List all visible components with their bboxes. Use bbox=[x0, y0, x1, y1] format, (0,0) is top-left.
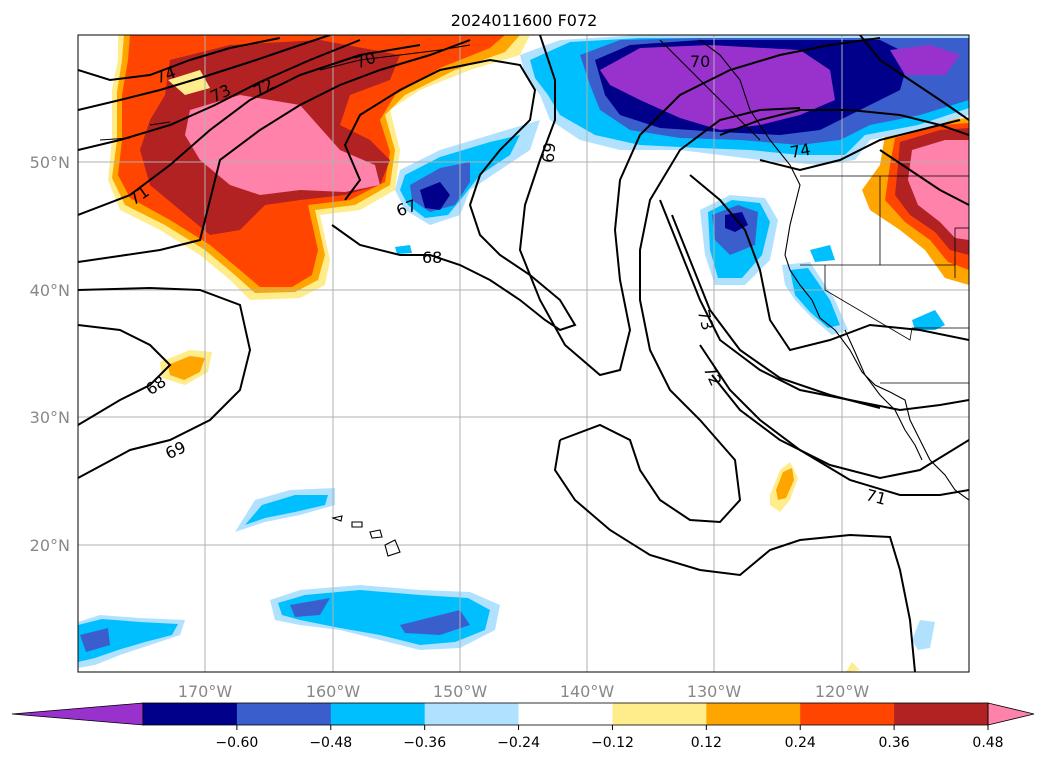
colorbar-tick-label: −0.12 bbox=[591, 735, 634, 751]
map-title: 2024011600 F072 bbox=[451, 11, 598, 30]
colorbar-cell bbox=[894, 703, 989, 725]
lat-label-20n: 20°N bbox=[30, 536, 70, 555]
contour-label-74-east: 74 bbox=[789, 140, 812, 162]
positive-anomaly-northwest bbox=[108, 35, 530, 300]
colorbar: −0.60 −0.48 −0.36 −0.24 −0.12 0.12 0.24 0.36 0.4… bbox=[11, 702, 1035, 751]
colorbar-cell bbox=[800, 703, 895, 725]
contour-label-71-east: 71 bbox=[864, 485, 889, 509]
colorbar-tick-label: 0.36 bbox=[879, 735, 910, 751]
colorbar-cell bbox=[330, 703, 426, 725]
colorbar-cell bbox=[143, 703, 238, 725]
contour-label-70-east: 70 bbox=[690, 52, 710, 71]
lon-label-130w: 130°W bbox=[687, 682, 742, 701]
colorbar-cell bbox=[518, 703, 613, 725]
height-contours bbox=[78, 35, 969, 672]
colorbar-tick-label: −0.36 bbox=[403, 735, 446, 751]
colorbar-tick-label: −0.48 bbox=[309, 735, 352, 751]
lon-label-170w: 170°W bbox=[178, 682, 233, 701]
lat-label-40n: 40°N bbox=[30, 281, 70, 300]
lat-label-30n: 30°N bbox=[30, 408, 70, 427]
map-area bbox=[77, 34, 970, 673]
colorbar-tick-label: 0.12 bbox=[691, 735, 722, 751]
lon-label-160w: 160°W bbox=[306, 682, 361, 701]
latitude-labels: 50°N 40°N 30°N 20°N bbox=[30, 153, 70, 555]
negative-anomaly-california bbox=[700, 195, 945, 650]
longitude-labels: 170°W 160°W 150°W 140°W 130°W 120°W bbox=[178, 682, 870, 701]
lon-label-140w: 140°W bbox=[560, 682, 615, 701]
colorbar-cell bbox=[706, 703, 801, 725]
lon-label-150w: 150°W bbox=[433, 682, 488, 701]
negative-anomaly-tropics bbox=[78, 488, 500, 668]
lat-label-50n: 50°N bbox=[30, 153, 70, 172]
contour-label-73-east: 73 bbox=[694, 308, 718, 333]
contour-label-69-north: 69 bbox=[538, 142, 559, 164]
graticule bbox=[78, 35, 969, 672]
contour-label-68-north: 68 bbox=[422, 248, 442, 267]
colorbar-cell bbox=[236, 703, 332, 725]
colorbar-tick-label: 0.24 bbox=[785, 735, 816, 751]
colorbar-cell bbox=[612, 703, 707, 725]
colorbar-extend-high bbox=[987, 702, 1035, 726]
positive-anomaly-east bbox=[862, 118, 969, 285]
political-borders bbox=[800, 175, 969, 384]
map-frame bbox=[77, 34, 970, 673]
colorbar-tick-label: −0.24 bbox=[497, 735, 540, 751]
colorbar-extend-low bbox=[11, 702, 144, 726]
lon-label-120w: 120°W bbox=[815, 682, 870, 701]
colorbar-tick-label: 0.48 bbox=[972, 735, 1003, 751]
colorbar-cell bbox=[424, 703, 520, 725]
colorbar-tick-label: −0.60 bbox=[215, 735, 258, 751]
colorbar-frame bbox=[142, 702, 989, 726]
